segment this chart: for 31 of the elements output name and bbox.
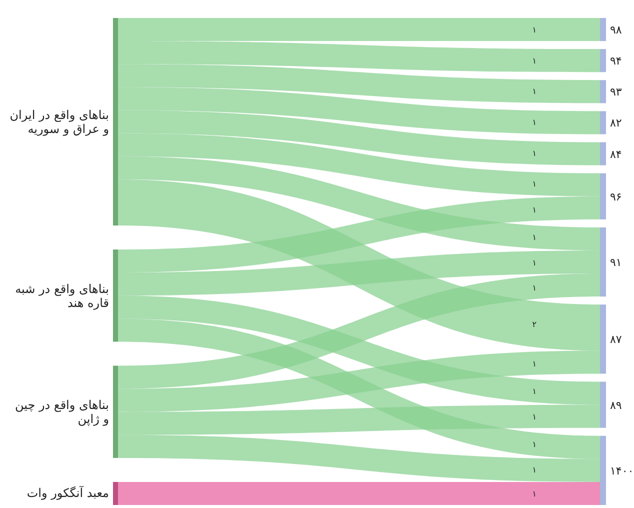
data-label: ۱ — [532, 180, 537, 189]
data-label: ۱ — [532, 489, 537, 498]
data-label: ۱ — [532, 148, 537, 158]
data-label: ۱ — [532, 26, 537, 35]
category-label: ۸۴ — [610, 148, 622, 161]
category-label: ۹۱ — [610, 256, 622, 269]
series-label: معبد آنگکور وات — [26, 486, 109, 500]
data-label: ۱ — [532, 412, 537, 422]
category-label: ۸۲ — [610, 116, 622, 130]
category-label: ۹۸ — [610, 24, 622, 37]
series-label: بناهای واقع در شبه قاره هند — [14, 282, 109, 310]
category-label: ۸۷ — [610, 333, 622, 346]
data-label: ۱ — [532, 205, 537, 214]
data-label: ۱ — [532, 87, 537, 96]
data-label: ۱ — [532, 466, 537, 475]
category-label: ۱۴۰۰ — [610, 464, 634, 478]
data-label: ۱ — [532, 440, 537, 450]
data-label: ۱ — [532, 118, 537, 128]
data-label: ۱ — [532, 359, 537, 368]
category-label: ۹۳ — [610, 86, 622, 99]
data-label: ۱ — [532, 386, 537, 396]
data-label: ۲ — [532, 320, 537, 330]
data-label: ۱ — [532, 258, 537, 268]
series-label: بناهای واقع در چین و ژاپن — [14, 398, 109, 426]
data-label: ۱ — [532, 56, 537, 66]
data-label: ۱ — [532, 284, 537, 293]
category-label: ۸۹ — [610, 398, 622, 412]
category-label: ۹۴ — [610, 54, 622, 68]
data-label: ۱ — [532, 232, 537, 242]
category-label: ۹۶ — [610, 190, 622, 204]
series-label: بناهای واقع در ایران و عراق و سوریه — [9, 108, 109, 136]
